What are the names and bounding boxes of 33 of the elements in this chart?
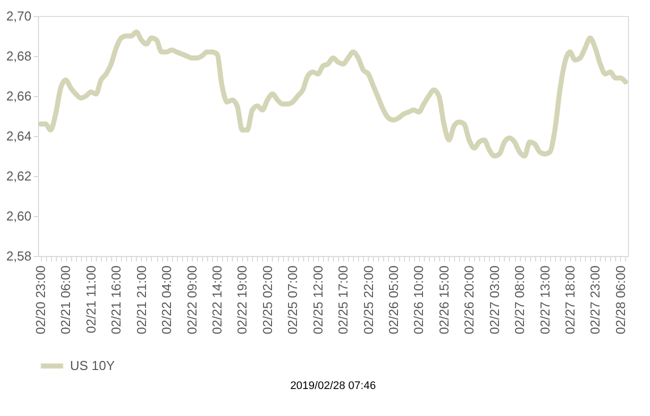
legend-label: US 10Y bbox=[70, 358, 116, 373]
x-tick-label: 02/21 11:00 bbox=[83, 266, 98, 334]
x-tick-label: 02/26 15:00 bbox=[436, 266, 452, 334]
x-tick-label: 02/25 22:00 bbox=[360, 266, 376, 334]
x-tick-label: 02/27 03:00 bbox=[486, 266, 502, 334]
x-tick-label: 02/28 06:00 bbox=[612, 266, 628, 334]
x-tick-label: 02/22 19:00 bbox=[234, 266, 250, 334]
x-tick-label: 02/26 05:00 bbox=[386, 266, 402, 334]
x-tick-label: 02/20 23:00 bbox=[33, 266, 48, 334]
x-tick-label: 02/21 21:00 bbox=[134, 266, 149, 334]
x-tick-label: 02/21 06:00 bbox=[58, 266, 74, 334]
y-tick-label: 2,66 bbox=[6, 88, 32, 104]
x-tick-label: 02/27 08:00 bbox=[512, 266, 528, 334]
y-tick-label: 2,64 bbox=[6, 128, 32, 144]
x-tick-label: 02/22 09:00 bbox=[184, 266, 200, 334]
y-tick-label: 2,68 bbox=[6, 48, 32, 64]
x-tick-label: 02/22 04:00 bbox=[159, 266, 174, 334]
x-tick-label: 02/26 20:00 bbox=[462, 266, 477, 334]
text: 2019/02/28 07:46 bbox=[290, 380, 376, 392]
x-tick-label: 02/27 23:00 bbox=[588, 266, 603, 334]
x-tick-label: 02/22 14:00 bbox=[210, 266, 225, 334]
x-tick-label: 02/27 18:00 bbox=[562, 266, 578, 334]
y-tick-label: 2,60 bbox=[6, 208, 32, 224]
y-tick-label: 2,58 bbox=[6, 248, 32, 264]
x-tick-label: 02/26 10:00 bbox=[411, 266, 426, 334]
x-tick-label: 02/27 13:00 bbox=[537, 266, 552, 334]
x-tick-label: 02/21 16:00 bbox=[108, 266, 124, 334]
x-tick-label: 02/25 17:00 bbox=[336, 266, 351, 334]
y-tick-label: 2,62 bbox=[6, 168, 32, 184]
x-tick-label: 02/25 07:00 bbox=[285, 266, 300, 334]
y-tick-label: 2,70 bbox=[6, 8, 32, 24]
x-tick-label: 02/25 12:00 bbox=[310, 266, 326, 334]
x-tick-label: 02/25 02:00 bbox=[260, 266, 275, 334]
